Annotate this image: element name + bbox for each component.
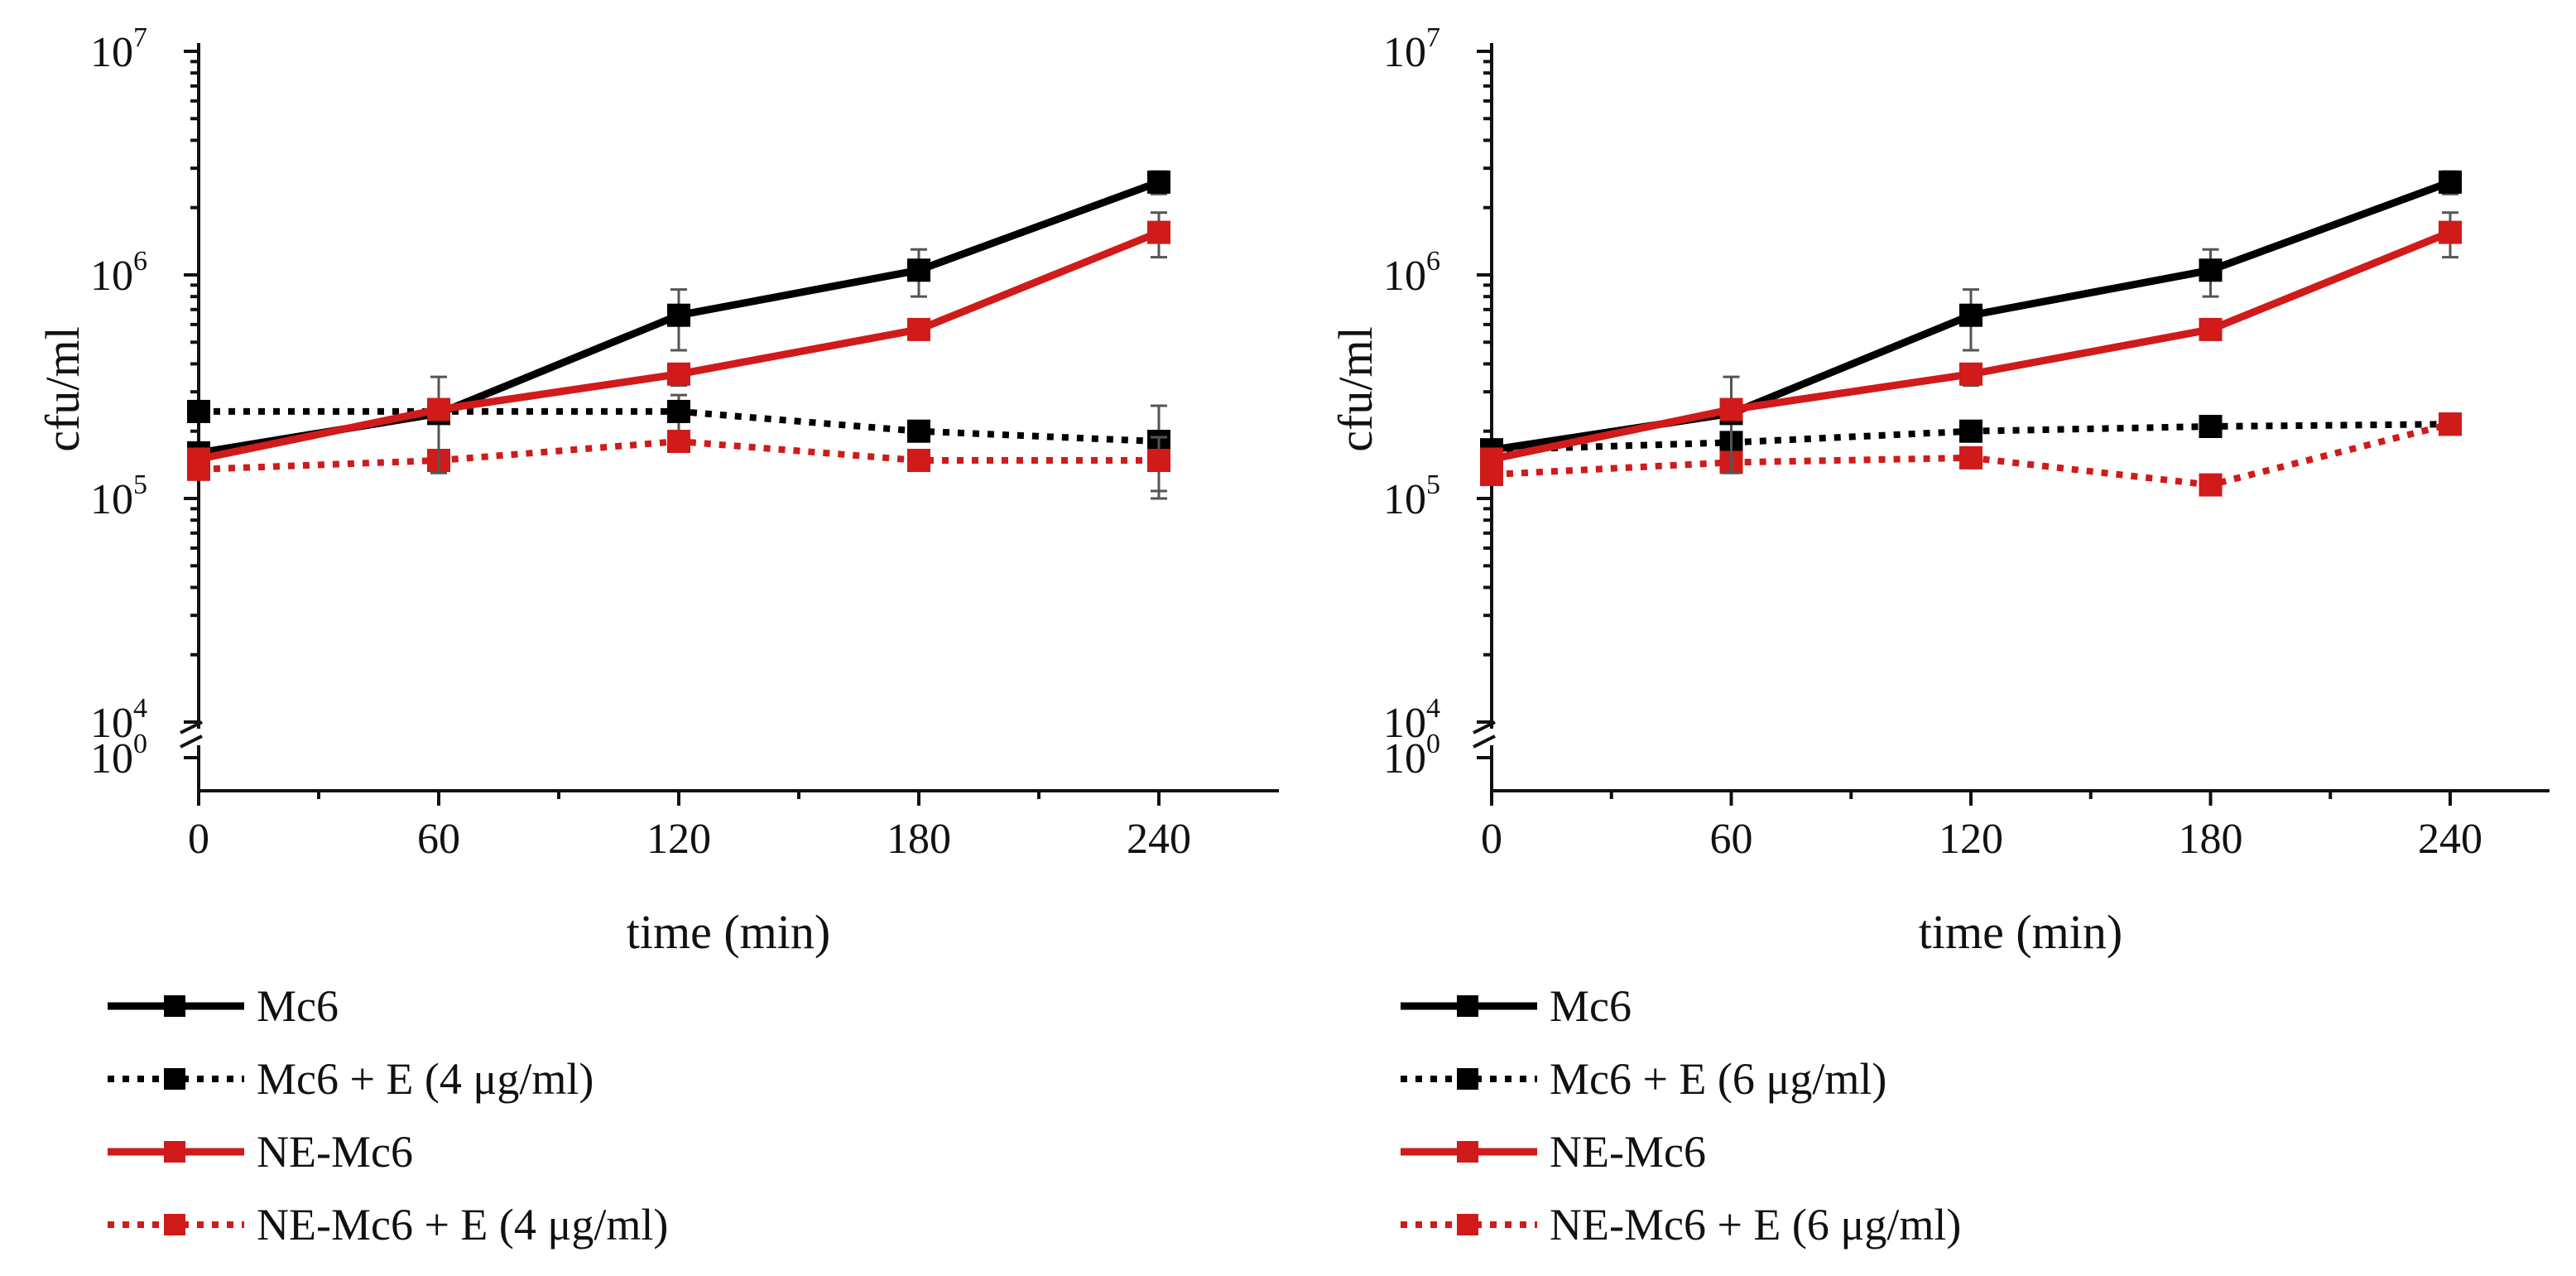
legend-item: Mc6 <box>1401 981 1632 1031</box>
legend-item: Mc6 + E (6 μg/ml) <box>1401 1054 1886 1104</box>
legend-item: NE-Mc6 + E (4 μg/ml) <box>108 1200 668 1250</box>
data-point-marker <box>187 447 210 471</box>
y-tick-label: 100 <box>90 729 147 782</box>
legend-item: NE-Mc6 <box>108 1127 413 1177</box>
legend-marker <box>1457 995 1478 1017</box>
x-tick-label: 0 <box>1481 816 1502 863</box>
data-point-marker <box>2439 220 2462 244</box>
x-tick-label: 180 <box>887 816 951 863</box>
x-tick-label: 240 <box>2418 816 2482 863</box>
data-point-marker <box>907 258 930 282</box>
x-axis-title: time (min) <box>1919 905 2122 959</box>
y-tick-label: 106 <box>1383 246 1440 300</box>
legend-item: NE-Mc6 + E (6 μg/ml) <box>1401 1200 1961 1250</box>
legend-item: Mc6 + E (4 μg/ml) <box>108 1054 594 1104</box>
legend-label: Mc6 <box>257 981 339 1031</box>
legend: Mc6 Mc6 + E (4 μg/ml) NE-Mc6 NE-Mc6 + E (4 … <box>108 981 668 1250</box>
data-point-marker <box>907 449 930 473</box>
data-point-marker <box>907 317 930 341</box>
y-axis-title: cfu/ml <box>36 326 89 451</box>
legend-marker <box>1457 1068 1478 1090</box>
legend-label: NE-Mc6 + E (6 μg/ml) <box>1550 1200 1961 1250</box>
legend-marker <box>164 1141 185 1163</box>
x-axis-title: time (min) <box>627 905 830 959</box>
data-point-marker <box>2199 473 2223 497</box>
data-point-marker <box>667 303 690 327</box>
legend-label: Mc6 <box>1550 981 1632 1031</box>
x-tick-label: 120 <box>1939 816 2003 863</box>
data-point-marker <box>2199 415 2223 439</box>
data-point-marker <box>2199 317 2223 341</box>
y-tick-label: 105 <box>1383 469 1440 523</box>
legend: Mc6 Mc6 + E (6 μg/ml) NE-Mc6 NE-Mc6 + E (6 … <box>1401 981 1961 1250</box>
y-axis-title: cfu/ml <box>1329 326 1382 451</box>
legend-marker <box>164 1214 185 1235</box>
data-point-marker <box>2199 258 2223 282</box>
data-point-marker <box>2439 170 2462 194</box>
legend-marker <box>164 1068 185 1090</box>
data-point-marker <box>1959 303 1982 327</box>
series-3 <box>187 211 1170 471</box>
axis-break-mark <box>180 734 203 749</box>
y-tick-label: 104 <box>1383 693 1440 747</box>
axis-break-mark <box>180 720 203 734</box>
legend-label: Mc6 + E (6 μg/ml) <box>1550 1054 1886 1104</box>
legend-label: NE-Mc6 <box>257 1127 413 1177</box>
data-point-marker <box>1480 447 1503 471</box>
data-point-marker <box>907 419 930 443</box>
y-tick-label: 106 <box>90 246 147 300</box>
data-point-marker <box>1959 419 1982 443</box>
data-point-marker <box>1147 170 1170 194</box>
x-tick-label: 60 <box>1710 816 1753 863</box>
y-tick-label: 105 <box>90 469 147 523</box>
legend-label: NE-Mc6 + E (4 μg/ml) <box>257 1200 668 1250</box>
data-point-marker <box>187 399 210 423</box>
legend-marker <box>1457 1141 1478 1163</box>
legend-label: Mc6 + E (4 μg/ml) <box>257 1054 594 1104</box>
y-tick-label: 107 <box>1383 22 1440 76</box>
series-3 <box>1480 211 2462 471</box>
legend-marker <box>164 995 185 1017</box>
x-tick-label: 240 <box>1127 816 1191 863</box>
x-tick-label: 60 <box>417 816 460 863</box>
series-4 <box>187 430 1170 493</box>
data-point-marker <box>667 399 690 423</box>
legend-item: Mc6 <box>108 981 339 1031</box>
x-tick-label: 120 <box>646 816 711 863</box>
x-tick-label: 180 <box>2179 816 2243 863</box>
data-point-marker <box>427 397 450 421</box>
legend-label: NE-Mc6 <box>1550 1127 1706 1177</box>
data-point-marker <box>1147 449 1170 473</box>
y-tick-label: 107 <box>90 22 147 76</box>
axis-break-mark <box>1473 734 1496 749</box>
axis-break-mark <box>1473 720 1496 734</box>
data-point-marker <box>667 362 690 386</box>
data-point-marker <box>1719 397 1743 421</box>
data-point-marker <box>2439 412 2462 436</box>
legend-item: NE-Mc6 <box>1401 1127 1706 1177</box>
y-tick-label: 104 <box>90 693 147 747</box>
legend-marker <box>1457 1214 1478 1235</box>
data-point-marker <box>1959 362 1982 386</box>
data-point-marker <box>1147 220 1170 244</box>
y-tick-label: 100 <box>1383 729 1440 782</box>
data-point-marker <box>667 430 690 454</box>
data-point-marker <box>1959 445 1982 469</box>
x-tick-label: 0 <box>188 816 209 863</box>
